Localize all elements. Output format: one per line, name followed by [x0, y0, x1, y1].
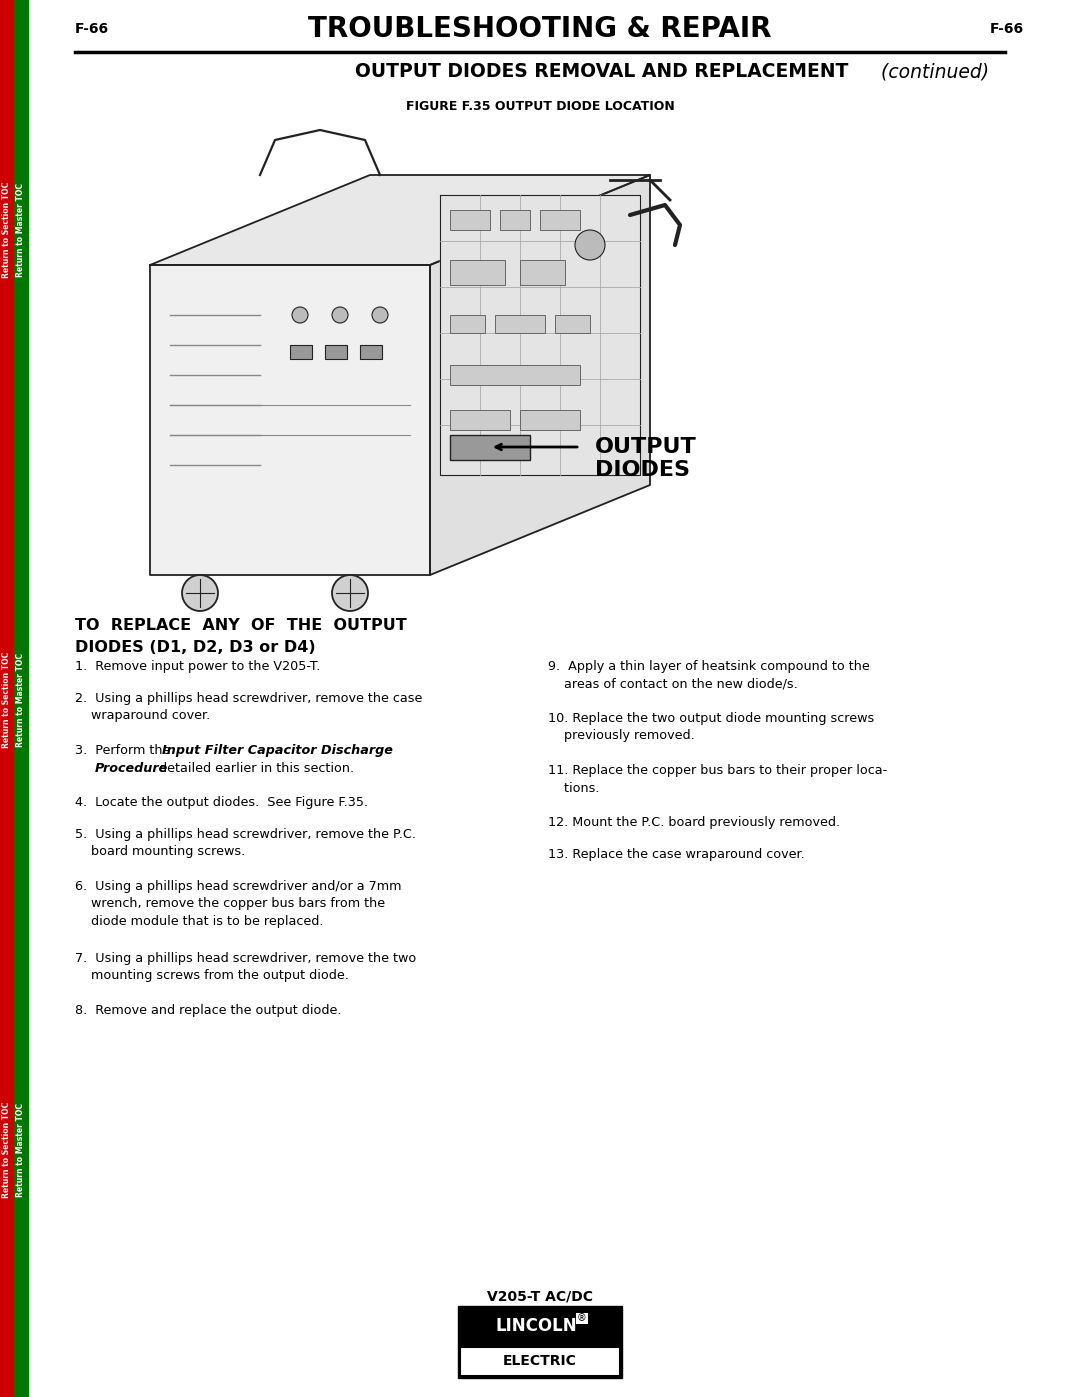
Text: Return to Master TOC: Return to Master TOC [16, 652, 26, 747]
Text: Return to Master TOC: Return to Master TOC [16, 1104, 26, 1197]
Text: 8.  Remove and replace the output diode.: 8. Remove and replace the output diode. [75, 1004, 341, 1017]
Bar [450, 434, 530, 460]
Bar [500, 210, 530, 231]
Text: diode module that is to be replaced.: diode module that is to be replaced. [75, 915, 324, 928]
Text: 12. Mount the P.C. board previously removed.: 12. Mount the P.C. board previously remo… [548, 816, 840, 828]
Text: Return to Master TOC: Return to Master TOC [16, 183, 26, 277]
Text: F-66: F-66 [75, 22, 109, 36]
Text: 10. Replace the two output diode mounting screws: 10. Replace the two output diode mountin… [548, 712, 874, 725]
Text: (continued): (continued) [875, 61, 989, 81]
Text: Return to Section TOC: Return to Section TOC [2, 1102, 12, 1199]
Text: 5.  Using a phillips head screwdriver, remove the P.C.: 5. Using a phillips head screwdriver, re… [75, 828, 416, 841]
Circle shape [575, 231, 605, 260]
Text: 7.  Using a phillips head screwdriver, remove the two: 7. Using a phillips head screwdriver, re… [75, 951, 416, 965]
Polygon shape [430, 175, 650, 576]
Text: Procedure: Procedure [95, 761, 168, 774]
Text: 13. Replace the case wraparound cover.: 13. Replace the case wraparound cover. [548, 848, 805, 861]
Bar [540, 210, 580, 231]
Text: LINCOLN: LINCOLN [496, 1317, 577, 1336]
Text: 2.  Using a phillips head screwdriver, remove the case: 2. Using a phillips head screwdriver, re… [75, 692, 422, 705]
Text: 4.  Locate the output diodes.  See Figure F.35.: 4. Locate the output diodes. See Figure … [75, 796, 368, 809]
Text: ELECTRIC: ELECTRIC [503, 1354, 577, 1368]
Text: OUTPUT
DIODES: OUTPUT DIODES [595, 437, 697, 481]
Circle shape [372, 307, 388, 323]
Text: wrench, remove the copper bus bars from the: wrench, remove the copper bus bars from … [75, 897, 386, 911]
Bar [325, 345, 347, 359]
Text: 3.  Perform the: 3. Perform the [75, 745, 174, 757]
Text: detailed earlier in this section.: detailed earlier in this section. [156, 761, 354, 774]
Bar [450, 260, 505, 285]
Bar [450, 314, 485, 332]
Bar [519, 260, 565, 285]
Text: board mounting screws.: board mounting screws. [75, 845, 245, 859]
Text: 6.  Using a phillips head screwdriver and/or a 7mm: 6. Using a phillips head screwdriver and… [75, 880, 402, 893]
Bar [450, 365, 580, 386]
Bar [460, 1308, 620, 1345]
Text: TO  REPLACE  ANY  OF  THE  OUTPUT: TO REPLACE ANY OF THE OUTPUT [75, 617, 407, 633]
Text: mounting screws from the output diode.: mounting screws from the output diode. [75, 970, 349, 982]
Text: Return to Section TOC: Return to Section TOC [2, 652, 12, 749]
Text: 1.  Remove input power to the V205-T.: 1. Remove input power to the V205-T. [75, 659, 321, 673]
Bar [495, 314, 545, 332]
Bar [519, 409, 580, 430]
Polygon shape [150, 175, 650, 265]
Text: OUTPUT DIODES REMOVAL AND REPLACEMENT: OUTPUT DIODES REMOVAL AND REPLACEMENT [355, 61, 849, 81]
Bar [458, 1306, 622, 1377]
Circle shape [292, 307, 308, 323]
Text: FIGURE F.35 OUTPUT DIODE LOCATION: FIGURE F.35 OUTPUT DIODE LOCATION [406, 101, 674, 113]
Bar [555, 314, 590, 332]
Circle shape [332, 576, 368, 610]
Bar [0, 0, 14, 1397]
Bar [14, 0, 28, 1397]
Text: 9.  Apply a thin layer of heatsink compound to the: 9. Apply a thin layer of heatsink compou… [548, 659, 869, 673]
Bar [450, 210, 490, 231]
Text: 11. Replace the copper bus bars to their proper loca-: 11. Replace the copper bus bars to their… [548, 764, 888, 777]
Text: previously removed.: previously removed. [548, 729, 694, 742]
Text: F-66: F-66 [990, 22, 1024, 36]
Bar [360, 345, 382, 359]
Text: ®: ® [577, 1313, 586, 1323]
Bar [291, 345, 312, 359]
Text: Input Filter Capacitor Discharge: Input Filter Capacitor Discharge [162, 745, 393, 757]
Bar [450, 409, 510, 430]
Bar [460, 1347, 620, 1376]
Text: Return to Section TOC: Return to Section TOC [2, 182, 12, 278]
Polygon shape [440, 196, 640, 475]
Text: V205-T AC/DC: V205-T AC/DC [487, 1289, 593, 1303]
Text: TROUBLESHOOTING & REPAIR: TROUBLESHOOTING & REPAIR [308, 15, 772, 43]
Circle shape [183, 576, 218, 610]
Text: wraparound cover.: wraparound cover. [75, 710, 211, 722]
Polygon shape [150, 265, 430, 576]
Text: DIODES (D1, D2, D3 or D4): DIODES (D1, D2, D3 or D4) [75, 640, 315, 655]
Text: tions.: tions. [548, 781, 599, 795]
Text: areas of contact on the new diode/s.: areas of contact on the new diode/s. [548, 678, 798, 690]
Circle shape [332, 307, 348, 323]
